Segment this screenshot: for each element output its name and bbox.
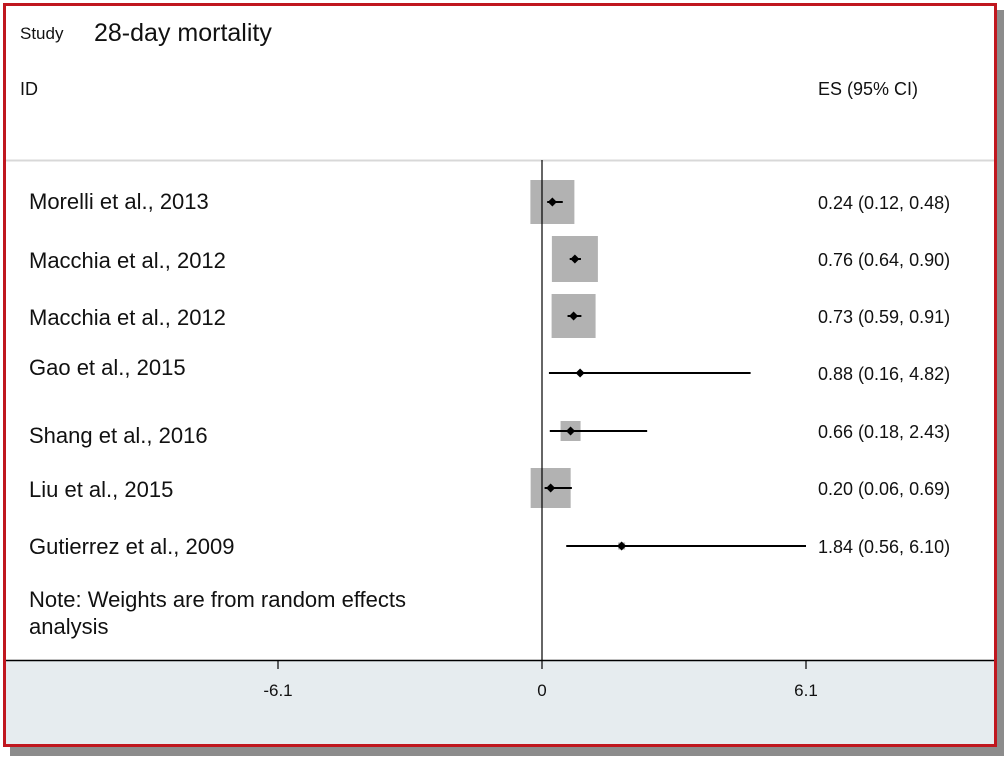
figure-frame: Study 28-day mortality ID ES (95% CI) Mo…	[3, 3, 997, 747]
study-label: Gao et al., 2015	[29, 355, 186, 380]
study-row: Gao et al., 2015 0.88 (0.16, 4.82)	[29, 355, 950, 384]
point-estimate	[570, 254, 580, 264]
study-row: Macchia et al., 2012 0.76 (0.64, 0.90)	[29, 236, 950, 282]
study-row: Gutierrez et al., 2009 1.84 (0.56, 6.10)	[29, 534, 950, 559]
effect-size-text: 1.84 (0.56, 6.10)	[818, 537, 950, 557]
id-column-header: ID	[20, 79, 38, 99]
study-label: Shang et al., 2016	[29, 423, 208, 448]
effect-size-text: 0.88 (0.16, 4.82)	[818, 364, 950, 384]
point-estimate	[566, 426, 576, 436]
study-label: Liu et al., 2015	[29, 477, 173, 502]
x-tick-label: 0	[537, 681, 546, 700]
study-label: Macchia et al., 2012	[29, 248, 226, 273]
study-label: Macchia et al., 2012	[29, 305, 226, 330]
x-tick-label: -6.1	[263, 681, 292, 700]
effect-size-text: 0.24 (0.12, 0.48)	[818, 193, 950, 213]
x-tick-label: 6.1	[794, 681, 818, 700]
study-label: Study	[20, 24, 64, 43]
study-rows: Morelli et al., 2013 0.24 (0.12, 0.48) Mac…	[29, 180, 950, 559]
chart-title: 28-day mortality	[94, 19, 272, 47]
effect-size-text: 0.20 (0.06, 0.69)	[818, 479, 950, 499]
effect-size-text: 0.76 (0.64, 0.90)	[818, 250, 950, 270]
study-label: Morelli et al., 2013	[29, 189, 209, 214]
effect-size-text: 0.73 (0.59, 0.91)	[818, 307, 950, 327]
point-estimate	[617, 541, 627, 551]
forest-plot: Study 28-day mortality ID ES (95% CI) Mo…	[6, 19, 994, 744]
x-axis-ticks: -6.1 0 6.1	[263, 661, 818, 700]
es-column-header: ES (95% CI)	[818, 79, 918, 99]
study-label: Gutierrez et al., 2009	[29, 534, 234, 559]
study-row: Liu et al., 2015 0.20 (0.06, 0.69)	[29, 468, 950, 508]
point-estimate	[547, 197, 557, 207]
study-row: Morelli et al., 2013 0.24 (0.12, 0.48)	[29, 180, 950, 224]
study-row: Shang et al., 2016 0.66 (0.18, 2.43)	[29, 421, 950, 448]
note-line-1: Note: Weights are from random effects	[29, 587, 406, 612]
study-row: Macchia et al., 2012 0.73 (0.59, 0.91)	[29, 294, 950, 338]
effect-size-text: 0.66 (0.18, 2.43)	[818, 422, 950, 442]
point-estimate	[575, 368, 585, 378]
point-estimate	[569, 311, 579, 321]
note-line-2: analysis	[29, 614, 108, 639]
point-estimate	[546, 483, 556, 493]
axis-band	[6, 661, 994, 744]
